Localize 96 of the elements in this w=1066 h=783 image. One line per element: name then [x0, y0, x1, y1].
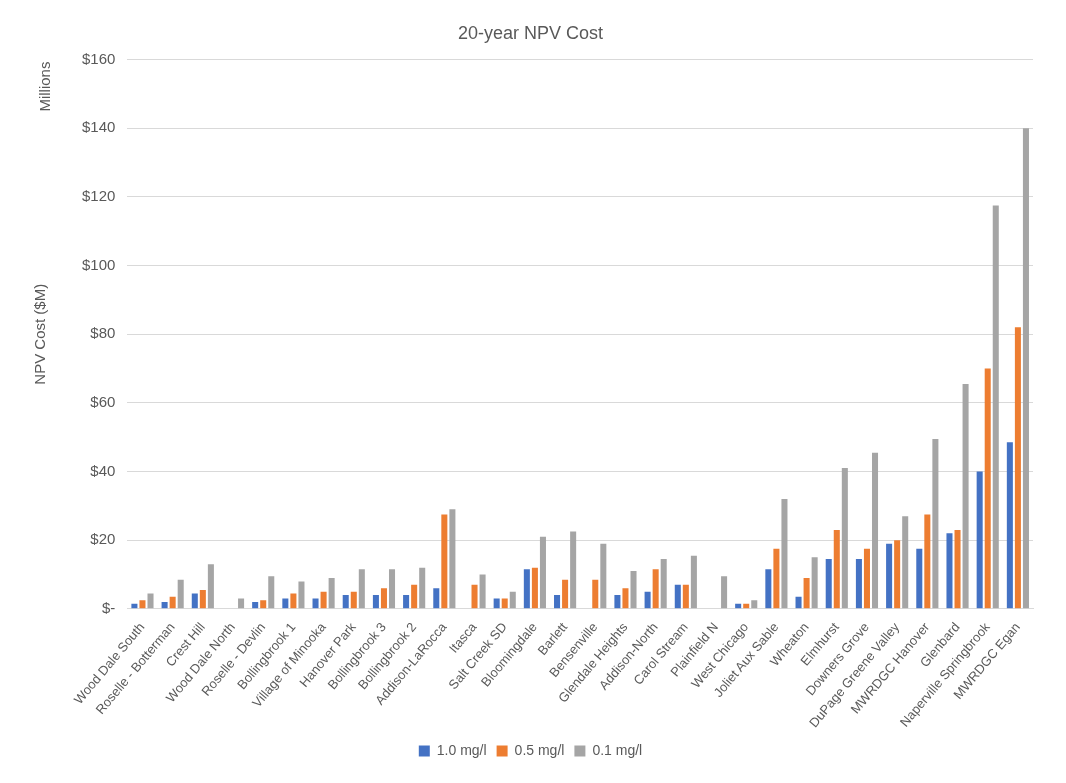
bar	[419, 567, 426, 609]
bar	[449, 509, 456, 609]
bar	[562, 579, 569, 609]
bar	[139, 600, 146, 609]
bar	[509, 591, 516, 609]
bar	[260, 600, 267, 609]
bar	[1022, 128, 1029, 609]
bar	[962, 384, 969, 609]
bar	[312, 598, 319, 609]
bar	[554, 595, 561, 609]
bar	[682, 584, 689, 609]
bar	[1006, 442, 1013, 609]
bar	[199, 589, 206, 609]
y-tick-label: $100	[81, 255, 116, 273]
bar	[539, 536, 546, 609]
bar	[773, 548, 780, 609]
bar	[350, 591, 357, 609]
bar	[290, 593, 297, 609]
bar	[411, 584, 418, 609]
y-tick-label: $20	[90, 530, 116, 548]
bar	[282, 598, 289, 609]
y-tick-label: $60	[90, 393, 116, 411]
y-tick-label: $-	[102, 598, 116, 616]
bar	[855, 559, 862, 609]
legend-label: 0.1 mg/l	[592, 741, 643, 758]
bar	[946, 533, 953, 609]
bar	[781, 499, 788, 609]
legend-label: 0.5 mg/l	[514, 741, 565, 758]
bar	[1014, 327, 1021, 609]
bar	[600, 543, 607, 609]
bar	[765, 569, 772, 609]
chart-title: 20-year NPV Cost	[457, 22, 604, 43]
bar	[380, 588, 387, 609]
bar	[372, 595, 379, 609]
y-axis-title: NPV Cost ($M)	[31, 283, 49, 385]
bar	[501, 598, 508, 609]
bar	[320, 591, 327, 609]
bar	[863, 548, 870, 609]
bar	[358, 569, 365, 609]
y-tick-label: $140	[81, 118, 116, 136]
y-tick-label: $120	[81, 187, 116, 205]
bar	[992, 205, 999, 609]
bar	[207, 564, 214, 609]
bar	[924, 514, 931, 609]
bar	[493, 598, 500, 609]
bar	[433, 588, 440, 609]
text: Millions	[35, 61, 53, 112]
bar	[872, 452, 879, 609]
bar	[298, 581, 305, 609]
bar	[833, 529, 840, 609]
bar	[177, 579, 184, 609]
bar	[984, 368, 991, 609]
bar	[652, 569, 659, 609]
bar	[825, 559, 832, 609]
bar	[886, 543, 893, 609]
bar	[441, 514, 448, 609]
bar	[147, 593, 154, 609]
bar	[751, 600, 758, 609]
bar	[161, 601, 168, 609]
bar	[976, 471, 983, 609]
bar	[803, 577, 810, 609]
legend-label: 1.0 mg/l	[436, 741, 487, 758]
bar	[342, 595, 349, 609]
bar	[660, 559, 667, 609]
bar	[674, 584, 681, 609]
bar	[471, 584, 478, 609]
bar	[389, 569, 396, 609]
bar	[570, 531, 577, 609]
bar	[644, 591, 651, 609]
bar	[630, 571, 637, 609]
bar	[894, 540, 901, 609]
bar	[721, 576, 728, 609]
bar	[169, 596, 176, 609]
bar	[592, 579, 599, 609]
bar	[841, 468, 848, 609]
bar	[932, 438, 939, 609]
bar	[403, 595, 410, 609]
bar	[690, 555, 697, 609]
bar	[252, 601, 259, 609]
bar	[954, 529, 961, 609]
bar	[916, 548, 923, 609]
bar	[614, 595, 621, 609]
bar	[328, 577, 335, 609]
bar	[191, 593, 198, 609]
y-tick-label: $80	[90, 324, 116, 342]
bar	[268, 576, 275, 609]
bar	[523, 569, 530, 609]
y-tick-label: $40	[90, 461, 116, 479]
bar	[795, 596, 802, 609]
bar	[479, 574, 486, 609]
bar	[811, 557, 818, 609]
bar	[622, 588, 629, 609]
bar	[531, 567, 538, 609]
y-tick-label: $160	[81, 49, 116, 67]
bar	[238, 598, 245, 609]
bar	[902, 516, 909, 609]
